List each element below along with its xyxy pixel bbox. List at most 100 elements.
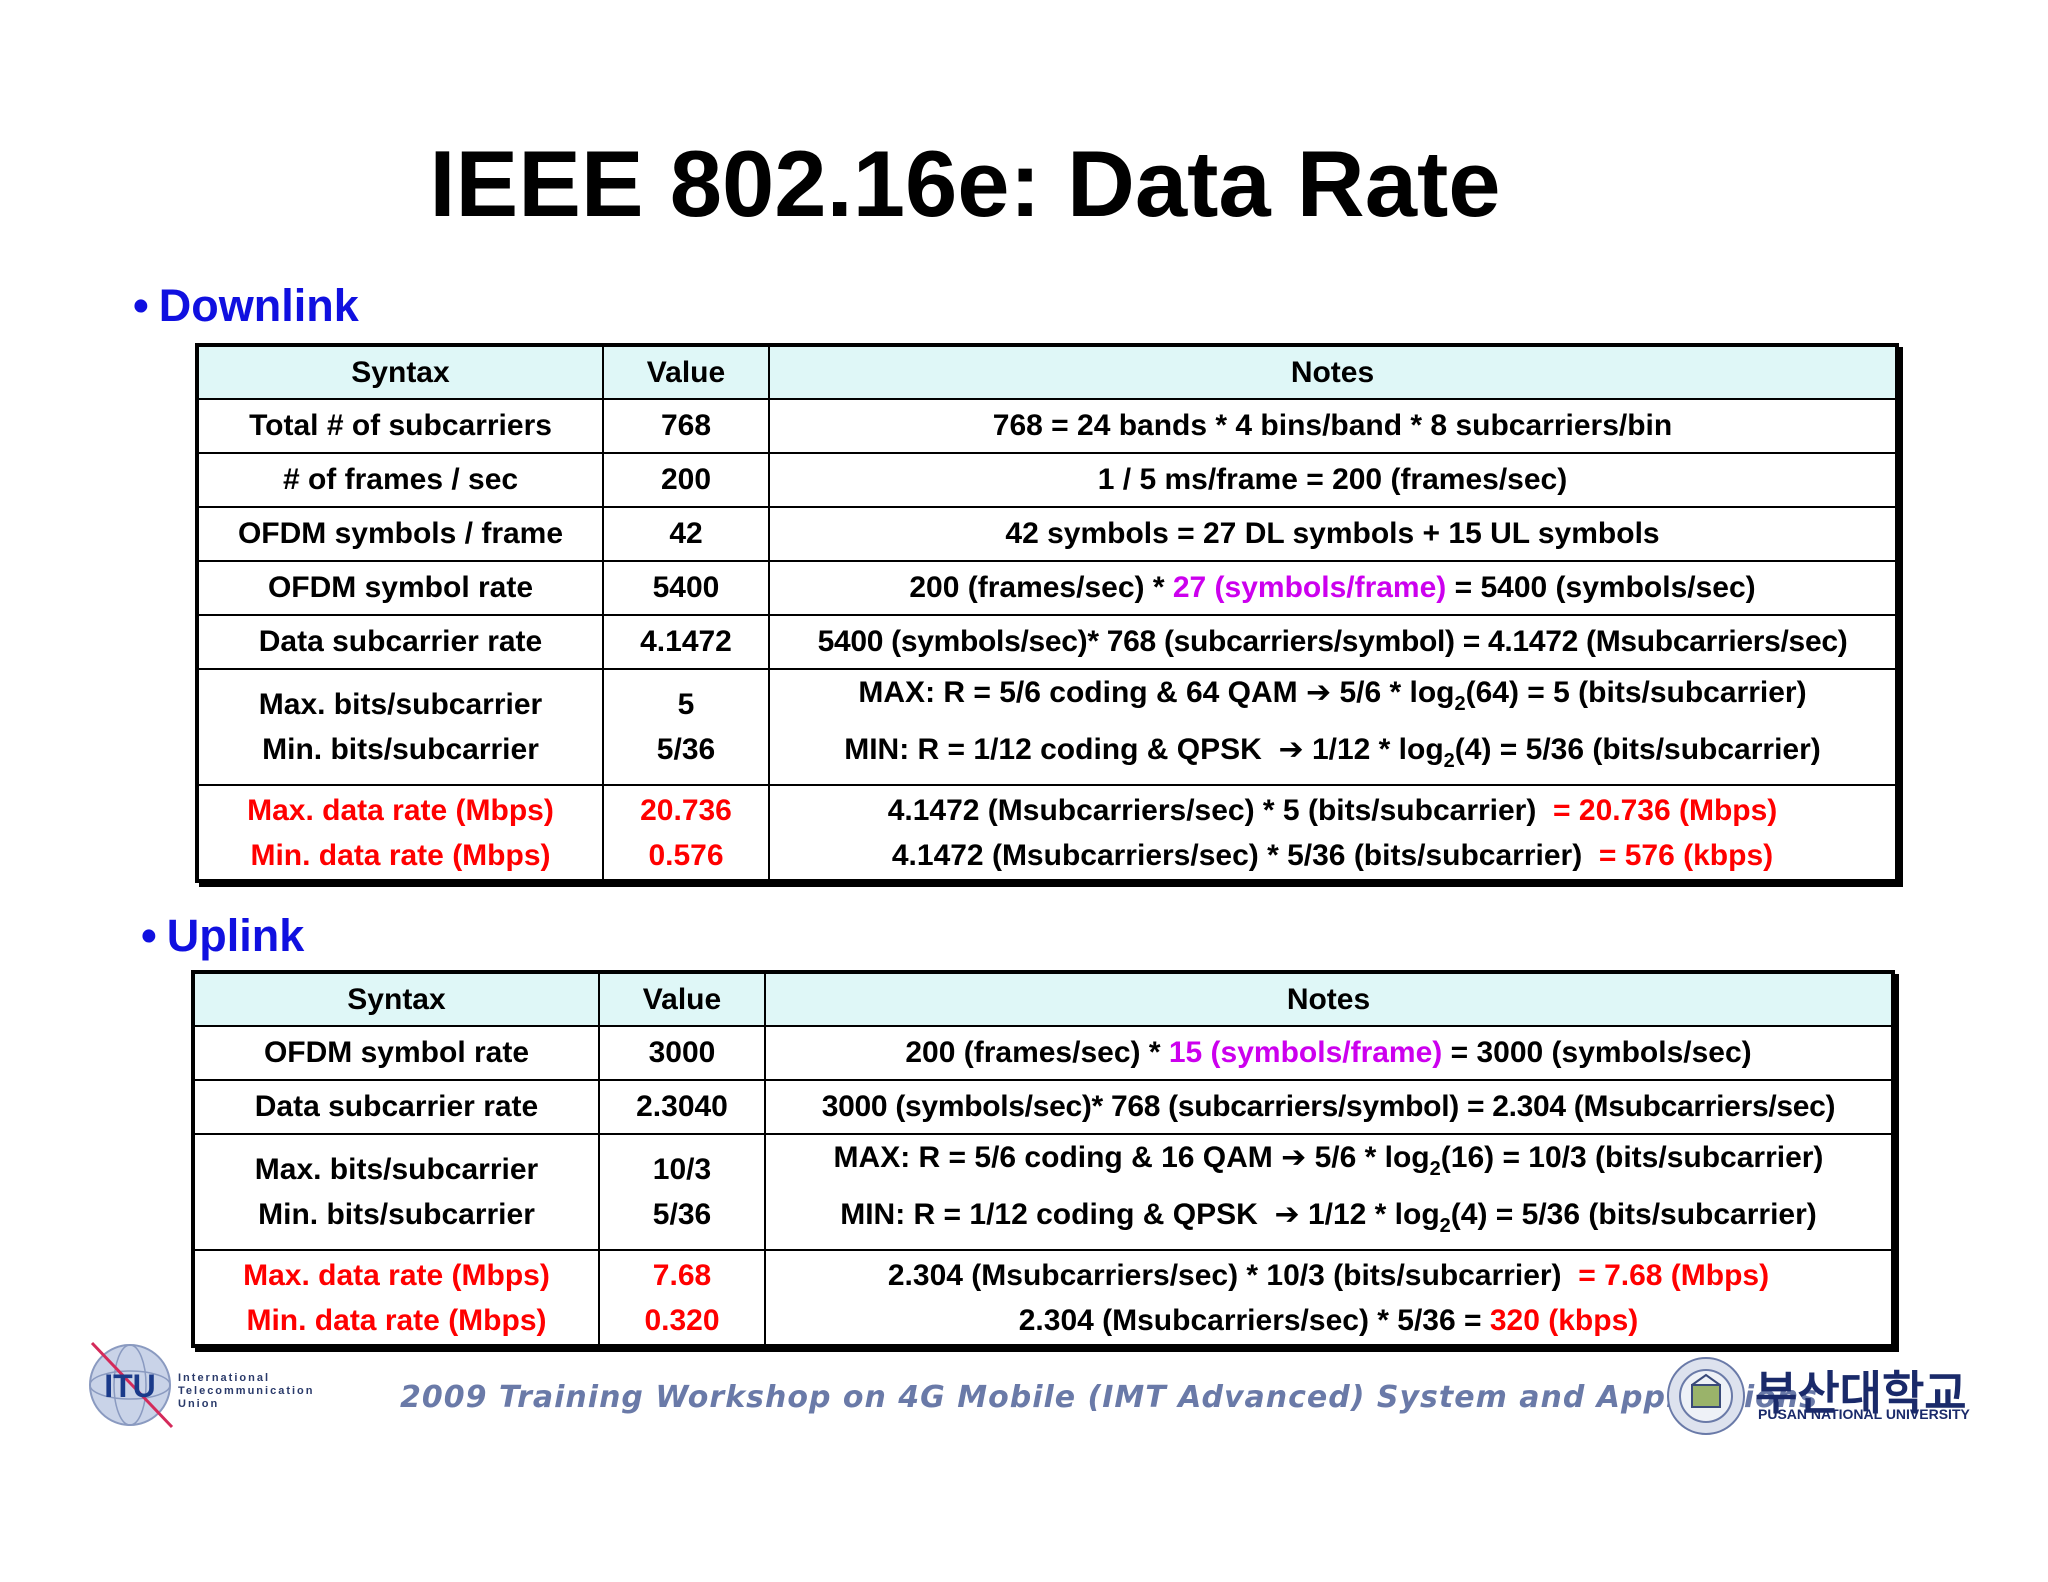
table-row: # of frames / sec 200 1 / 5 ms/frame = 2…: [196, 452, 1898, 508]
cell-syntax: OFDM symbol rate: [196, 560, 604, 616]
cell-value: 4.1472: [602, 614, 770, 670]
notes-highlight: = 20.736 (Mbps): [1553, 793, 1778, 827]
cell-syntax: Max. data rate (Mbps) Min. data rate (Mbp…: [192, 1249, 600, 1347]
subscript: 2: [1454, 693, 1466, 715]
cell-syntax: Data subcarrier rate: [192, 1079, 600, 1135]
notes-part: = 3000 (symbols/sec): [1442, 1036, 1752, 1069]
notes-highlight: 27 (symbols/frame): [1172, 571, 1447, 604]
downlink-table: Syntax Value Notes Total # of subcarrier…: [195, 343, 1899, 883]
header-value: Value: [602, 344, 770, 400]
bullet: •: [133, 280, 149, 331]
notes-part: 5/6 * log: [1331, 676, 1455, 709]
subscript: 2: [1429, 1158, 1441, 1180]
value-min: 0.320: [644, 1303, 720, 1337]
itu-line: International: [178, 1372, 271, 1384]
page-title: IEEE 802.16e: Data Rate: [429, 131, 1501, 236]
notes-part: (16) = 10/3 (bits/subcarrier): [1440, 1141, 1824, 1174]
cell-notes: 768 = 24 bands * 4 bins/band * 8 subcarr…: [768, 398, 1898, 454]
arrow-icon: ➔: [1278, 733, 1304, 766]
cell-notes: 200 (frames/sec) * 27 (symbols/frame) = …: [768, 560, 1898, 616]
bullet: •: [141, 910, 157, 961]
notes-part: 200 (frames/sec) *: [905, 1036, 1169, 1069]
value-max: 5: [677, 688, 695, 721]
cell-syntax: OFDM symbol rate: [192, 1025, 600, 1081]
downlink-heading-label: Downlink: [158, 280, 359, 331]
notes-highlight: 320 (kbps): [1489, 1303, 1639, 1337]
notes-min: MIN: R = 1/12 coding & QPSK ➔ 1/12 * log…: [772, 1192, 1885, 1248]
arrow-icon: ➔: [1305, 676, 1332, 709]
footer-workshop-text: 2009 Training Workshop on 4G Mobile (IMT…: [400, 1380, 1819, 1415]
subscript: 2: [1439, 1215, 1451, 1237]
cell-value: 3000: [598, 1025, 766, 1081]
syntax-max: Max. data rate (Mbps): [243, 1258, 550, 1292]
itu-line: Telecommunication: [178, 1385, 315, 1397]
notes-max: 4.1472 (Msubcarriers/sec) * 5 (bits/subc…: [776, 788, 1889, 833]
downlink-heading: • Downlink: [133, 280, 359, 332]
table-row: Max. bits/subcarrier Min. bits/subcarrier…: [196, 668, 1898, 786]
notes-part: 2.304 (Msubcarriers/sec) * 5/36 =: [1018, 1303, 1490, 1337]
cell-notes: 42 symbols = 27 DL symbols + 15 UL symbo…: [768, 506, 1898, 562]
cell-value: 10/3 5/36: [598, 1133, 766, 1251]
itu-name: International Telecommunication Union: [178, 1372, 314, 1411]
header-syntax: Syntax: [192, 971, 600, 1027]
pnu-emblem-icon: [1667, 1357, 1745, 1435]
header-syntax: Syntax: [196, 344, 604, 400]
pnu-korean-name: 부산대학교: [1755, 1366, 1967, 1420]
cell-value: 5 5/36: [602, 668, 770, 786]
table-row: Total # of subcarriers 768 768 = 24 band…: [196, 398, 1898, 454]
uplink-heading-label: Uplink: [166, 910, 305, 961]
syntax-min: Min. bits/subcarrier: [262, 733, 539, 766]
cell-value: 5400: [602, 560, 770, 616]
table-row: OFDM symbols / frame 42 42 symbols = 27 …: [196, 506, 1898, 562]
pnu-english-name: PUSAN NATIONAL UNIVERSITY: [1758, 1406, 1970, 1422]
header-notes: Notes: [768, 344, 1898, 400]
notes-part: MAX: R = 5/6 coding & 16 QAM: [833, 1141, 1282, 1174]
arrow-icon: ➔: [1274, 1198, 1300, 1231]
syntax-max: Max. bits/subcarrier: [254, 1153, 539, 1186]
syntax-max: Max. bits/subcarrier: [258, 688, 543, 721]
notes-highlight: = 7.68 (Mbps): [1578, 1258, 1770, 1292]
value-min: 5/36: [652, 1198, 712, 1231]
itu-logo-icon: ITU: [89, 1341, 174, 1429]
cell-notes: MAX: R = 5/6 coding & 16 QAM ➔ 5/6 * log…: [764, 1133, 1894, 1251]
value-max: 20.736: [640, 793, 732, 827]
notes-part: 1/12 * log: [1303, 733, 1444, 766]
syntax-min: Min. bits/subcarrier: [258, 1198, 535, 1231]
syntax-min: Min. data rate (Mbps): [246, 1303, 547, 1337]
uplink-table: Syntax Value Notes OFDM symbol rate 3000…: [191, 970, 1895, 1348]
cell-syntax: Max. bits/subcarrier Min. bits/subcarrier: [196, 668, 604, 786]
notes-highlight: 15 (symbols/frame): [1168, 1036, 1443, 1069]
table-header-row: Syntax Value Notes: [196, 344, 1898, 400]
notes-part: (4) = 5/36 (bits/subcarrier): [1450, 1198, 1817, 1231]
notes-part: MIN: R = 1/12 coding & QPSK: [840, 1198, 1275, 1231]
cell-notes: 3000 (symbols/sec)* 768 (subcarriers/sym…: [764, 1079, 1894, 1135]
table-row: OFDM symbol rate 3000 200 (frames/sec) *…: [192, 1025, 1894, 1081]
cell-value: 7.68 0.320: [598, 1249, 766, 1347]
notes-max: 2.304 (Msubcarriers/sec) * 10/3 (bits/su…: [772, 1253, 1885, 1298]
notes-part: 4.1472 (Msubcarriers/sec) * 5 (bits/subc…: [887, 793, 1554, 827]
notes-part: MIN: R = 1/12 coding & QPSK: [844, 733, 1279, 766]
notes-min: 2.304 (Msubcarriers/sec) * 5/36 = 320 (k…: [772, 1298, 1885, 1343]
arrow-icon: ➔: [1281, 1141, 1307, 1174]
table-header-row: Syntax Value Notes: [192, 971, 1894, 1027]
cell-notes: 2.304 (Msubcarriers/sec) * 10/3 (bits/su…: [764, 1249, 1894, 1347]
value-max: 10/3: [652, 1153, 712, 1186]
value-max: 7.68: [652, 1258, 712, 1292]
table-row: Data subcarrier rate 2.3040 3000 (symbol…: [192, 1079, 1894, 1135]
value-min: 0.576: [648, 838, 724, 872]
notes-part: MAX: R = 5/6 coding & 64 QAM: [858, 676, 1306, 709]
cell-value: 42: [602, 506, 770, 562]
notes-highlight: = 576 (kbps): [1598, 838, 1774, 872]
cell-syntax: Max. data rate (Mbps) Min. data rate (Mbp…: [196, 784, 604, 882]
cell-notes: 1 / 5 ms/frame = 200 (frames/sec): [768, 452, 1898, 508]
cell-notes: 200 (frames/sec) * 15 (symbols/frame) = …: [764, 1025, 1894, 1081]
table-row: Max. data rate (Mbps) Min. data rate (Mbp…: [196, 784, 1898, 882]
table-row: Max. bits/subcarrier Min. bits/subcarrier…: [192, 1133, 1894, 1251]
header-notes: Notes: [764, 971, 1894, 1027]
cell-syntax: Max. bits/subcarrier Min. bits/subcarrier: [192, 1133, 600, 1251]
syntax-max: Max. data rate (Mbps): [247, 793, 554, 827]
cell-notes: MAX: R = 5/6 coding & 64 QAM ➔ 5/6 * log…: [768, 668, 1898, 786]
cell-value: 2.3040: [598, 1079, 766, 1135]
cell-value: 20.736 0.576: [602, 784, 770, 882]
notes-part: 1/12 * log: [1299, 1198, 1440, 1231]
